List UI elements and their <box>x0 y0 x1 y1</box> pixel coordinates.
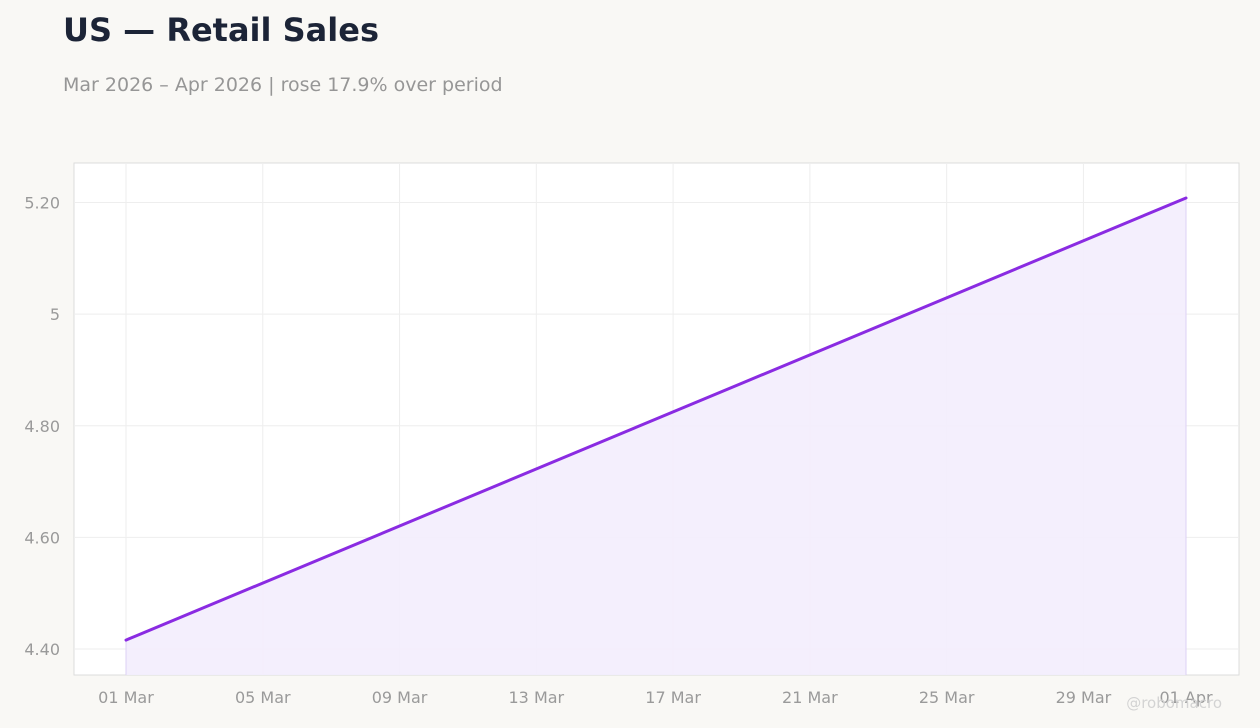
x-tick-label: 05 Mar <box>235 688 291 707</box>
x-tick-label: 17 Mar <box>645 688 701 707</box>
series-area-fill <box>126 198 1186 675</box>
x-tick-label: 25 Mar <box>919 688 975 707</box>
x-tick-label: 09 Mar <box>372 688 428 707</box>
watermark: @robomacro <box>1126 694 1222 712</box>
x-tick-label: 01 Apr <box>1159 688 1213 707</box>
x-tick-label: 01 Mar <box>98 688 154 707</box>
y-tick-label: 4.40 <box>24 640 60 659</box>
y-tick-label: 4.80 <box>24 417 60 436</box>
series-line <box>124 196 1188 642</box>
y-tick-label: 4.60 <box>24 528 60 547</box>
x-tick-label: 29 Mar <box>1056 688 1112 707</box>
chart-subtitle: Mar 2026 – Apr 2026 | rose 17.9% over pe… <box>63 74 503 96</box>
y-tick-label: 5.20 <box>24 194 60 213</box>
x-tick-label: 13 Mar <box>509 688 565 707</box>
chart-title: US — Retail Sales <box>63 11 379 49</box>
y-tick-label: 5 <box>50 305 60 324</box>
x-tick-label: 21 Mar <box>782 688 838 707</box>
